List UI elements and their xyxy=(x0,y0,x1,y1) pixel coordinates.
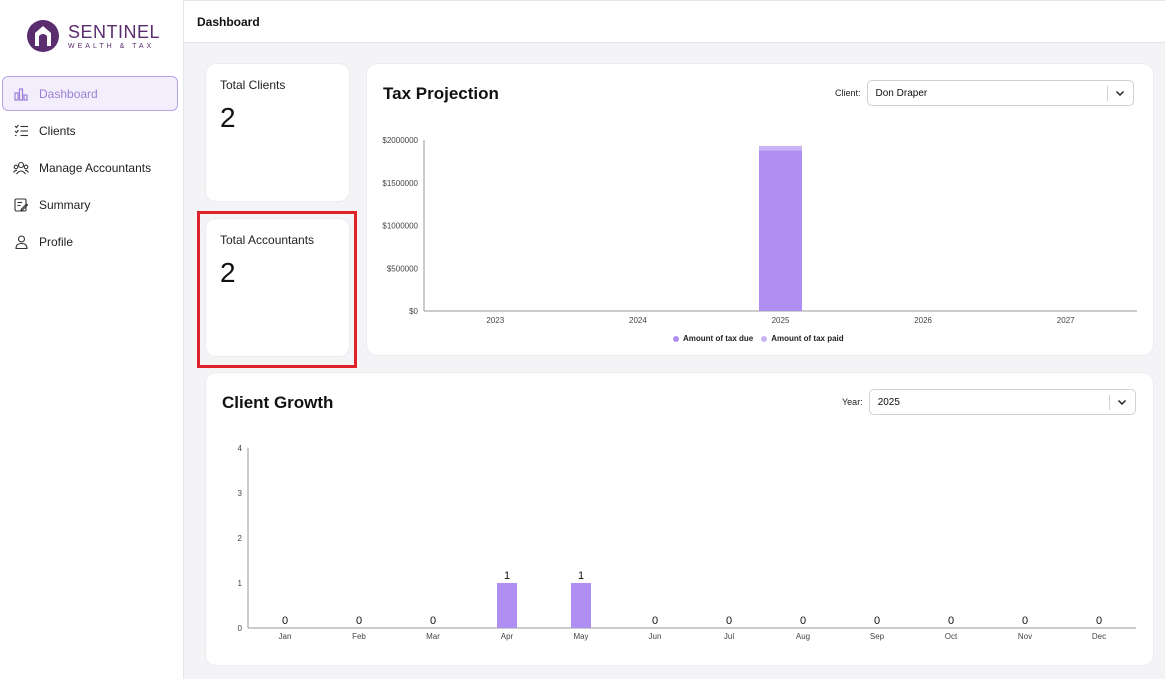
chart-legend: Amount of tax due Amount of tax paid xyxy=(673,334,844,343)
year-select-value: 2025 xyxy=(877,396,900,408)
client-growth-panel: Client Growth Year: 2025 0 1 2 3 4 Jan 0 Feb 0 Ma… xyxy=(206,373,1153,665)
stat-value: 2 xyxy=(220,257,236,288)
legend-swatch xyxy=(673,335,679,342)
data-label: 0 xyxy=(948,615,954,627)
panel-title: Tax Projection xyxy=(383,84,499,103)
x-tick-label: May xyxy=(573,632,588,641)
y-tick-label: 0 xyxy=(238,624,243,633)
data-label: 0 xyxy=(1096,615,1102,627)
year-select[interactable]: 2025 xyxy=(868,389,1136,415)
sidebar-item-label: Summary xyxy=(39,197,91,212)
x-tick-label: Apr xyxy=(501,632,514,641)
sidebar-item-clients[interactable]: Clients xyxy=(2,113,178,148)
client-filter: Client: Don Draper xyxy=(835,80,1134,106)
y-tick-label: $2000000 xyxy=(382,136,418,145)
y-tick-label: $500000 xyxy=(387,264,419,273)
x-tick-label: 2026 xyxy=(914,316,932,325)
legend-item: Amount of tax paid xyxy=(761,334,844,343)
client-growth-chart: 0 1 2 3 4 Jan 0 Feb 0 Mar 0 Apr 1 May 1 Jun 0 Jul 0 Aug 0 Sep… xyxy=(238,444,1136,641)
top-bar: Dashboard xyxy=(184,0,1165,43)
legend-label: Amount of tax paid xyxy=(771,334,844,343)
year-filter-label: Year: xyxy=(842,397,863,407)
brand-name: SENTINEL xyxy=(68,21,161,42)
y-tick-label: $0 xyxy=(409,307,418,316)
chevron-down-icon xyxy=(1117,399,1126,406)
client-select[interactable]: Don Draper xyxy=(866,80,1134,106)
sidebar-item-label: Profile xyxy=(39,234,74,249)
x-tick-label: Nov xyxy=(1018,632,1032,641)
x-tick-label: Jul xyxy=(724,632,734,641)
y-tick-label: 2 xyxy=(238,534,243,543)
data-label: 0 xyxy=(800,615,806,627)
tax-projection-chart: $0 $500000 $1000000 $1500000 $2000000 2023 202… xyxy=(382,136,1137,325)
bar-chart-icon xyxy=(13,86,29,102)
sidebar-item-manage-accountants[interactable]: Manage Accountants xyxy=(2,150,178,185)
bar xyxy=(759,150,802,311)
x-tick-label: Oct xyxy=(945,632,958,641)
data-label: 0 xyxy=(356,615,362,627)
year-filter: Year: 2025 xyxy=(842,389,1136,415)
bar xyxy=(571,583,591,628)
x-tick-label: Jan xyxy=(279,632,292,641)
data-label: 0 xyxy=(652,615,658,627)
users-icon xyxy=(13,160,29,176)
legend-swatch xyxy=(761,335,768,342)
select-separator xyxy=(1106,86,1108,101)
data-label: 0 xyxy=(282,615,288,627)
stat-value: 2 xyxy=(220,102,236,133)
data-label: 0 xyxy=(874,615,880,627)
brand-subtitle: WEALTH & TAX xyxy=(68,42,155,50)
data-label: 1 xyxy=(504,570,510,582)
sidebar-item-summary[interactable]: Summary xyxy=(2,187,178,222)
document-edit-icon xyxy=(13,197,29,213)
x-tick-label: Feb xyxy=(352,632,366,641)
x-tick-label: Mar xyxy=(426,632,440,641)
x-tick-label: Sep xyxy=(870,632,885,641)
data-label: 1 xyxy=(578,570,584,582)
y-tick-label: $1500000 xyxy=(382,179,418,188)
data-label: 0 xyxy=(726,615,732,627)
x-tick-label: 2025 xyxy=(772,316,790,325)
sidebar-item-label: Manage Accountants xyxy=(39,160,152,175)
chevron-down-icon xyxy=(1115,90,1124,97)
sidebar: SENTINEL WEALTH & TAX Dashboard Clients … xyxy=(0,0,184,679)
select-separator xyxy=(1108,395,1110,410)
bar xyxy=(497,583,517,628)
x-tick-label: 2024 xyxy=(629,316,647,325)
house-logo-icon xyxy=(27,20,59,52)
x-tick-label: Aug xyxy=(796,632,810,641)
sidebar-item-dashboard[interactable]: Dashboard xyxy=(2,76,178,111)
user-icon xyxy=(13,234,29,250)
bar xyxy=(759,145,802,151)
y-tick-label: 3 xyxy=(238,489,243,498)
sidebar-item-label: Dashboard xyxy=(39,86,98,101)
panel-title: Client Growth xyxy=(222,393,334,412)
client-filter-label: Client: xyxy=(835,88,861,98)
x-tick-label: Dec xyxy=(1092,632,1106,641)
data-label: 0 xyxy=(1022,615,1028,627)
data-label: 0 xyxy=(430,615,436,627)
page-title: Dashboard xyxy=(197,15,260,29)
sidebar-item-profile[interactable]: Profile xyxy=(2,224,178,259)
x-tick-label: Jun xyxy=(649,632,662,641)
stat-label: Total Clients xyxy=(220,78,286,92)
y-tick-label: 1 xyxy=(238,579,243,588)
legend-item: Amount of tax due xyxy=(673,334,753,343)
total-clients-card: Total Clients 2 xyxy=(206,64,349,201)
x-tick-label: 2023 xyxy=(486,316,504,325)
y-tick-label: $1000000 xyxy=(382,222,418,231)
checklist-icon xyxy=(13,123,29,139)
total-accountants-card: Total Accountants 2 xyxy=(206,219,349,356)
x-tick-label: 2027 xyxy=(1057,316,1075,325)
stat-label: Total Accountants xyxy=(220,233,315,247)
legend-label: Amount of tax due xyxy=(683,334,754,343)
sidebar-nav: Dashboard Clients Manage Accountants Sum… xyxy=(2,76,178,261)
sidebar-item-label: Clients xyxy=(39,123,76,138)
brand-logo[interactable]: SENTINEL WEALTH & TAX xyxy=(26,18,160,54)
y-tick-label: 4 xyxy=(238,444,243,453)
client-select-value: Don Draper xyxy=(875,87,928,99)
tax-projection-panel: Tax Projection Client: Don Draper $0 $500… xyxy=(367,64,1153,355)
